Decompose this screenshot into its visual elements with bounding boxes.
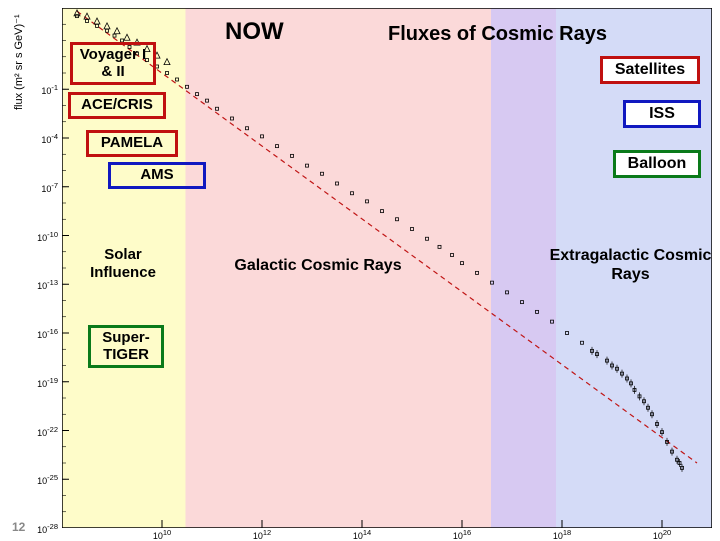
balloon-box: Balloon [613, 150, 701, 178]
ytick-label: 10-28 [28, 522, 58, 535]
ytick-label: 10-16 [28, 327, 58, 340]
pamela-box: PAMELA [86, 130, 178, 157]
extragalactic-label: Extragalactic Cosmic Rays [548, 246, 713, 284]
xtick-label: 1016 [447, 528, 477, 541]
iss-box: ISS [623, 100, 701, 128]
xtick-label: 1010 [147, 528, 177, 541]
satellites-box: Satellites [600, 56, 700, 84]
ams-box: AMS [108, 162, 206, 189]
ytick-label: 10-19 [28, 376, 58, 389]
galactic-label: Galactic Cosmic Rays [228, 256, 408, 275]
ytick-label: 10-10 [28, 230, 58, 243]
ytick-label: 10-22 [28, 425, 58, 438]
xtick-label: 1018 [547, 528, 577, 541]
solar-influence-label: Solar Influence [88, 246, 158, 282]
voyager-box: Voyager I & II [70, 42, 156, 85]
ytick-label: 10-1 [28, 83, 58, 96]
y-axis-label: flux (m² sr s GeV)⁻¹ [12, 14, 25, 110]
chart-title: Fluxes of Cosmic Rays [388, 22, 607, 46]
ytick-label: 10-7 [28, 181, 58, 194]
ytick-label: 10-4 [28, 132, 58, 145]
xtick-label: 1014 [347, 528, 377, 541]
xtick-label: 1020 [647, 528, 677, 541]
now-label: NOW [225, 18, 284, 47]
page-number: 12 [12, 520, 25, 534]
super-tiger-box: Super-TIGER [88, 325, 164, 368]
ace-cris-box: ACE/CRIS [68, 92, 166, 119]
ytick-label: 10-25 [28, 473, 58, 486]
xtick-label: 1012 [247, 528, 277, 541]
ytick-label: 10-13 [28, 278, 58, 291]
